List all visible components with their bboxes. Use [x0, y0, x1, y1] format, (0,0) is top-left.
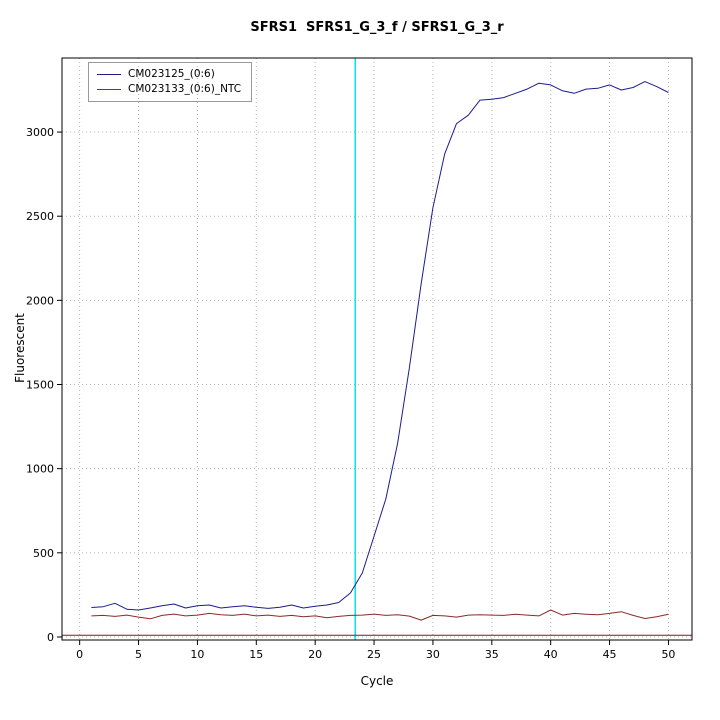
legend-label-ntc: CM023133_(0:6)_NTC: [128, 83, 242, 95]
y-axis-label: Fluorescent: [13, 313, 27, 383]
x-tick-label: 25: [367, 648, 381, 661]
sample-line-swatch: [97, 74, 121, 75]
series-line: [91, 81, 669, 611]
y-tick-label: 500: [33, 547, 54, 560]
x-tick-label: 45: [603, 648, 617, 661]
legend-item-ntc: CM023133_(0:6)_NTC: [97, 82, 241, 97]
x-tick-label: 50: [661, 648, 675, 661]
x-tick-label: 10: [190, 648, 204, 661]
x-tick-label: 35: [485, 648, 499, 661]
y-tick-label: 1000: [26, 463, 54, 476]
legend: CM023125_(0:6) CM023133_(0:6)_NTC: [88, 62, 253, 102]
y-tick-label: 0: [47, 631, 54, 644]
series-layer: [91, 81, 669, 621]
x-tick-label: 5: [135, 648, 142, 661]
y-tick-label: 3000: [26, 126, 54, 139]
axis-layer: 0 5 10 15 20 25 30 35 40 45 5005001000150020002500…: [26, 57, 693, 661]
x-tick-label: 15: [249, 648, 263, 661]
x-tick-label: 20: [308, 648, 322, 661]
series-line: [91, 609, 669, 621]
legend-item-sample: CM023125_(0:6): [97, 67, 241, 82]
x-tick-label: 40: [544, 648, 558, 661]
x-axis-label: Cycle: [360, 674, 394, 688]
x-tick-label: 0: [76, 648, 83, 661]
legend-label-sample: CM023125_(0:6): [128, 68, 215, 80]
ntc-line-swatch: [97, 89, 121, 90]
grid-layer: [62, 58, 692, 640]
y-tick-label: 2000: [26, 294, 54, 307]
threshold-marker-layer: [62, 58, 692, 640]
chart-title: SFRS1 SFRS1_G_3_f / SFRS1_G_3_r: [250, 20, 504, 35]
x-tick-label: 30: [426, 648, 440, 661]
y-tick-label: 2500: [26, 210, 54, 223]
y-tick-label: 1500: [26, 379, 54, 392]
